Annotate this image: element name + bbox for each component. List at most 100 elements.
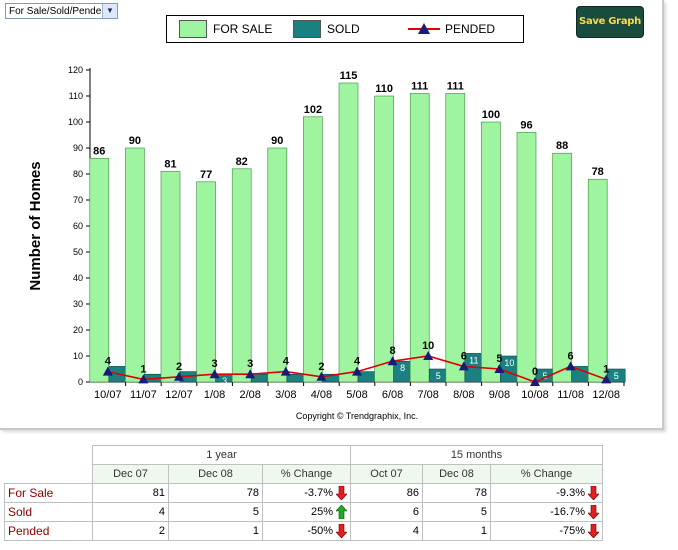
cell-text: -16.7% — [550, 505, 585, 518]
cell-text: 2 — [158, 525, 165, 537]
for-sale-bar — [445, 93, 466, 383]
y-tick-label: 110 — [69, 91, 83, 101]
for-sale-bar — [89, 158, 110, 383]
sold-swatch — [293, 20, 321, 38]
x-tick-label: 6/08 — [382, 389, 403, 401]
sold-bar — [606, 368, 626, 383]
sold-value-label: 3 — [222, 376, 227, 386]
cell-text: -9.3% — [556, 486, 585, 499]
for-sale-value-label: 110 — [375, 83, 393, 95]
pended-marker — [601, 374, 612, 384]
value-cell: 6 — [350, 502, 423, 522]
pended-value-label: 4 — [354, 356, 361, 368]
cell-text: 81 — [152, 487, 165, 499]
for-sale-value-label: 96 — [520, 119, 532, 131]
cell-text: 86 — [406, 487, 419, 499]
change-cell: 25% — [262, 502, 351, 522]
value-cell: 5 — [422, 502, 491, 522]
y-tick-label: 40 — [73, 273, 83, 283]
cell-text: 4 — [412, 525, 419, 537]
pended-marker — [316, 371, 327, 381]
pended-value-label: 1 — [140, 363, 146, 375]
y-axis-label: Number of Homes — [27, 161, 44, 290]
for-sale-value-label: 88 — [556, 140, 568, 152]
pended-value-label: 2 — [176, 361, 182, 373]
value-cell: 4 — [92, 502, 169, 522]
group-header-15-months: 15 months — [350, 445, 603, 465]
change-cell: -75% — [490, 521, 603, 541]
table-header-row: Dec 07 Dec 08 % Change Oct 07 Dec 08 % C… — [5, 464, 603, 484]
sold-bar — [357, 371, 377, 383]
pended-value-label: 4 — [105, 356, 112, 368]
value-cell: 86 — [350, 483, 423, 503]
pended-value-label: 6 — [568, 350, 574, 362]
y-tick-label: 90 — [73, 143, 83, 153]
pended-value-label: 3 — [212, 358, 218, 370]
down-arrow-icon — [336, 524, 347, 538]
summary-table: 1 year 15 months Dec 07 Dec 08 % Change … — [4, 445, 603, 541]
save-graph-button[interactable]: Save Graph — [576, 6, 644, 38]
pended-value-label: 10 — [422, 340, 434, 352]
row-label: Pended — [4, 521, 93, 541]
y-tick-label: 80 — [73, 169, 83, 179]
for-sale-value-label: 77 — [200, 169, 212, 181]
pended-marker — [280, 366, 291, 376]
pended-value-label: 4 — [283, 356, 290, 368]
pended-marker — [565, 361, 576, 371]
for-sale-bar — [196, 181, 216, 383]
pended-marker — [174, 371, 184, 381]
y-tick-label: 10 — [73, 351, 83, 361]
pended-marker — [530, 377, 540, 386]
down-arrow-icon — [588, 524, 599, 538]
legend-pended-label: PENDED — [445, 22, 496, 36]
pended-marker — [387, 356, 398, 366]
cell-text: 5 — [480, 506, 487, 518]
for-sale-bar — [481, 121, 501, 383]
for-sale-value-label: 102 — [304, 104, 322, 116]
pended-value-label: 2 — [318, 361, 324, 373]
x-tick-label: 7/08 — [417, 389, 438, 401]
pended-marker — [209, 369, 220, 379]
pended-value-label: 3 — [247, 358, 253, 370]
table-row: Pended 2 1 -50% 4 1 -75% — [4, 521, 603, 541]
chart-legend: FOR SALE SOLD PENDED — [166, 15, 524, 43]
pended-legend-marker-icon — [408, 23, 440, 34]
for-sale-value-label: 78 — [592, 166, 604, 178]
y-tick-label: 60 — [73, 221, 83, 231]
cell-text: -3.7% — [304, 486, 333, 499]
x-tick-label: 11/08 — [557, 389, 584, 401]
table-group-row: 1 year 15 months — [5, 445, 603, 465]
cell-text: 78 — [474, 487, 487, 499]
pended-value-label: 8 — [390, 345, 396, 357]
row-label: Sold — [4, 502, 93, 522]
x-tick-label: 12/08 — [592, 389, 620, 401]
cell-text: 25% — [310, 505, 333, 518]
x-tick-label: 10/08 — [521, 389, 549, 401]
legend-for-sale-label: FOR SALE — [213, 22, 273, 36]
pended-marker — [138, 374, 149, 384]
x-tick-label: 5/08 — [346, 389, 367, 401]
x-tick-label: 11/07 — [130, 389, 157, 401]
pended-marker — [494, 364, 505, 373]
value-cell: 5 — [168, 502, 263, 522]
for-sale-bar — [409, 93, 430, 383]
column-header: % Change — [262, 464, 351, 484]
legend-sold-label: SOLD — [327, 22, 360, 36]
for-sale-value-label: 81 — [164, 158, 176, 170]
x-tick-label: 8/08 — [453, 389, 474, 401]
x-tick-label: 3/08 — [275, 389, 296, 401]
cell-text: -50% — [307, 524, 333, 537]
row-label: For Sale — [4, 483, 93, 503]
chart-type-select[interactable]: For Sale/Sold/Pended ▼ — [5, 3, 118, 19]
cell-text: 6 — [412, 506, 419, 518]
chevron-down-icon[interactable]: ▼ — [102, 4, 117, 18]
x-tick-label: 12/07 — [165, 389, 193, 401]
for-sale-value-label: 100 — [482, 109, 500, 121]
column-header: Dec 08 — [422, 464, 491, 484]
for-sale-bar — [516, 132, 537, 383]
y-tick-label: 100 — [68, 117, 83, 127]
chart-type-select-value: For Sale/Sold/Pended — [9, 6, 101, 17]
cell-text: 5 — [252, 506, 259, 518]
pended-value-label: 5 — [496, 353, 502, 365]
for-sale-bar — [303, 116, 323, 383]
